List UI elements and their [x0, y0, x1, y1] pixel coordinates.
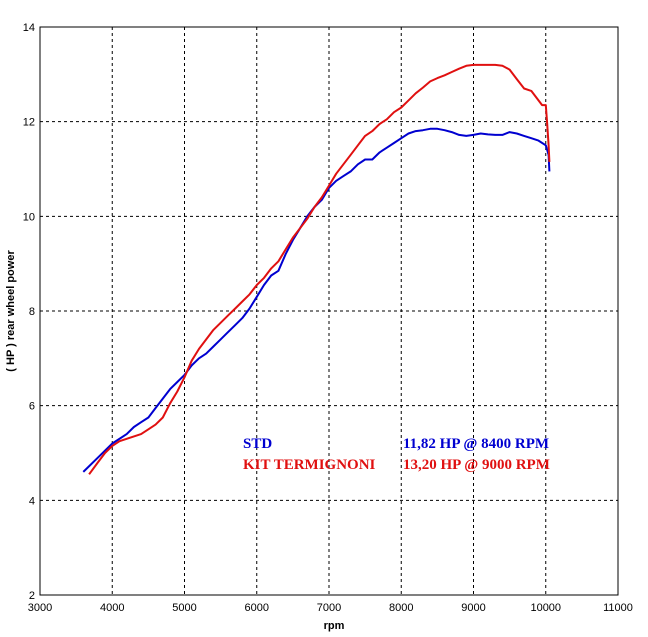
x-tick-label: 8000	[389, 602, 413, 614]
x-tick-label: 6000	[245, 602, 269, 614]
legend-kit-name: KIT TERMIGNONI	[243, 457, 376, 473]
x-tick-label: 3000	[28, 602, 52, 614]
y-tick-label: 6	[29, 401, 35, 413]
x-axis-title: rpm	[324, 620, 345, 632]
y-tick-label: 8	[29, 306, 35, 318]
legend-std-name: STD	[243, 436, 272, 452]
series-lines	[82, 63, 551, 475]
y-tick-label: 2	[29, 590, 35, 602]
y-tick-labels: 2 4 6 8 10 12 14	[23, 22, 35, 602]
x-tick-label: 11000	[603, 602, 633, 614]
x-tick-labels: 3000 4000 5000 6000 7000 8000 9000 10000 11000	[28, 602, 633, 614]
grid	[40, 27, 618, 595]
x-tick-label: 9000	[461, 602, 485, 614]
y-tick-label: 12	[23, 117, 35, 129]
y-tick-label: 4	[29, 495, 35, 507]
legend: STD 11,82 HP @ 8400 RPM KIT TERMIGNONI 1…	[243, 436, 550, 473]
y-tick-label: 14	[23, 22, 35, 34]
x-tick-label: 7000	[317, 602, 341, 614]
plot-frame	[39, 26, 619, 596]
x-tick-label: 10000	[530, 602, 561, 614]
legend-kit-summary: 13,20 HP @ 9000 RPM	[403, 457, 550, 473]
y-tick-label: 10	[23, 211, 35, 223]
series-line-std	[82, 127, 551, 473]
series-line-kit-termignoni	[88, 63, 551, 475]
x-tick-label: 4000	[100, 602, 124, 614]
y-axis-title: ( HP ) rear wheel power	[5, 250, 17, 372]
x-tick-label: 5000	[172, 602, 196, 614]
legend-std-summary: 11,82 HP @ 8400 RPM	[403, 436, 549, 452]
